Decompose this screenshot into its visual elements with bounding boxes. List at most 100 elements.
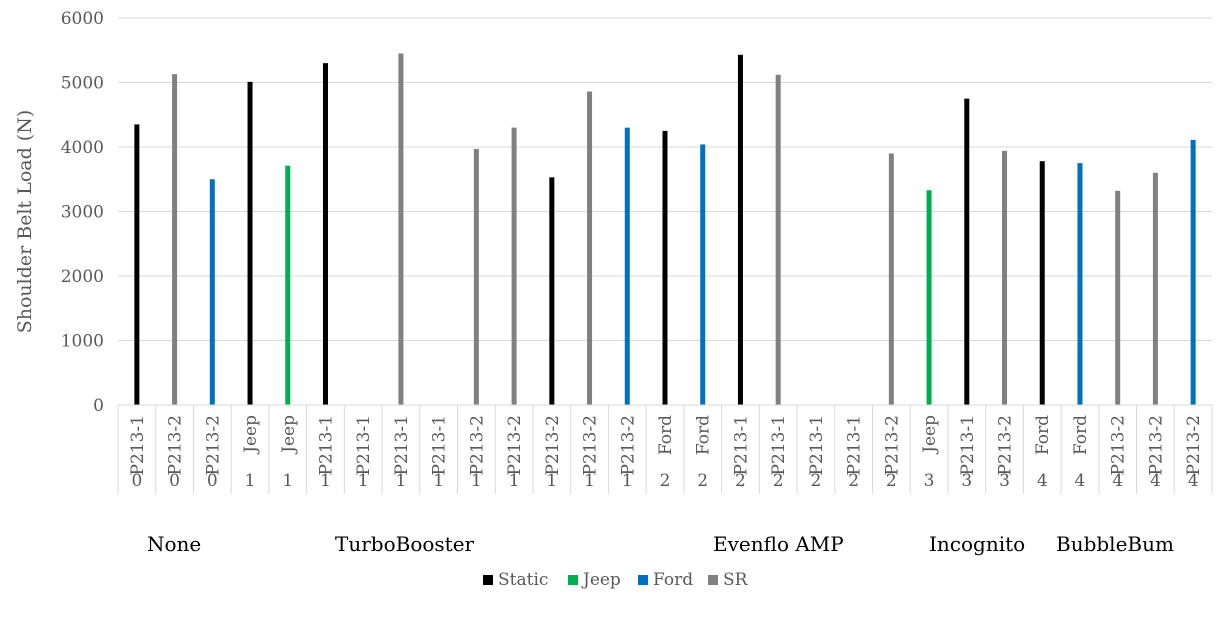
legend-label-static: Static xyxy=(498,570,548,590)
y-tick-label: 4000 xyxy=(61,138,104,158)
category-label: P213-1 xyxy=(430,415,450,475)
category-label: P213-2 xyxy=(882,415,902,475)
level-label: 1 xyxy=(433,471,444,491)
level-label: 1 xyxy=(509,471,520,491)
level-label: 3 xyxy=(999,471,1010,491)
y-tick-label: 1000 xyxy=(61,332,104,352)
category-label: P213-1 xyxy=(845,415,865,475)
category-label: P213-2 xyxy=(1184,415,1204,475)
category-label: P213-2 xyxy=(543,415,563,475)
bar-sr xyxy=(398,53,404,405)
category-label: Ford xyxy=(1033,415,1053,455)
bar-sr xyxy=(775,74,781,405)
y-tick-label: 2000 xyxy=(61,267,104,287)
group-label: TurboBooster xyxy=(335,532,475,556)
category-label: P213-1 xyxy=(354,415,374,475)
category-label: P213-2 xyxy=(1146,415,1166,475)
level-label: 2 xyxy=(848,471,859,491)
bar-jeep xyxy=(285,165,291,405)
y-tick-label: 0 xyxy=(93,396,104,416)
legend-label-sr: SR xyxy=(723,570,749,590)
category-label: P213-2 xyxy=(505,415,525,475)
category-label: P213-1 xyxy=(392,415,412,475)
y-tick-label: 5000 xyxy=(61,74,104,94)
legend-swatch-sr xyxy=(708,575,718,585)
level-label: 2 xyxy=(886,471,897,491)
y-axis-title: Shoulder Belt Load (N) xyxy=(14,110,36,334)
level-label: 1 xyxy=(622,471,633,491)
bar-ford xyxy=(624,127,630,406)
category-labels: P213-1 P213-2 P213-2 Jeep Jeep P213-1 P213-1 P2… xyxy=(128,415,1204,476)
level-label: 1 xyxy=(245,471,256,491)
category-label: P213-1 xyxy=(807,415,827,475)
level-label: 0 xyxy=(169,471,180,491)
level-label: 3 xyxy=(961,471,972,491)
category-label: Ford xyxy=(1071,415,1091,455)
category-label: P213-2 xyxy=(166,415,186,475)
legend: Static Jeep Ford SR xyxy=(483,570,749,590)
bars xyxy=(134,53,1196,406)
category-label: Jeep xyxy=(920,415,940,455)
level-label: 4 xyxy=(1150,471,1161,491)
legend-swatch-static xyxy=(483,575,493,585)
level-label: 2 xyxy=(773,471,784,491)
category-label: P213-1 xyxy=(731,415,751,475)
category-label: P213-1 xyxy=(316,415,336,475)
category-label: P213-2 xyxy=(618,415,638,475)
legend-label-jeep: Jeep xyxy=(581,570,621,590)
group-labels: None TurboBooster Evenflo AMP Incognito Bubb… xyxy=(147,532,1174,556)
category-label: P213-1 xyxy=(958,415,978,475)
level-label: 3 xyxy=(924,471,935,491)
y-tick-label: 3000 xyxy=(61,203,104,223)
bar-sr xyxy=(511,127,517,406)
bar-static xyxy=(247,81,253,405)
level-label: 2 xyxy=(810,471,821,491)
bar-sr xyxy=(587,91,593,405)
bar-static xyxy=(134,124,140,406)
category-label: P213-2 xyxy=(996,415,1016,475)
category-label: Ford xyxy=(656,415,676,455)
category-label: Jeep xyxy=(279,415,299,455)
level-label: 1 xyxy=(471,471,482,491)
level-label: 2 xyxy=(697,471,708,491)
level-label: 4 xyxy=(1188,471,1199,491)
bar-ford xyxy=(700,144,706,406)
bar-static xyxy=(322,63,328,406)
bar-sr xyxy=(888,153,894,405)
bar-jeep xyxy=(926,190,932,405)
y-tick-labels: 0 1000 2000 3000 4000 5000 6000 xyxy=(61,9,104,416)
level-label: 4 xyxy=(1112,471,1123,491)
category-label: P213-2 xyxy=(467,415,487,475)
group-label: Evenflo AMP xyxy=(713,532,844,556)
bar-sr xyxy=(172,74,178,406)
bar-ford xyxy=(1077,163,1083,405)
bar-sr xyxy=(473,148,479,405)
category-label: P213-1 xyxy=(769,415,789,475)
y-tick-label: 6000 xyxy=(61,9,104,29)
level-label: 1 xyxy=(320,471,331,491)
bar-static xyxy=(1039,161,1045,405)
category-label: P213-1 xyxy=(128,415,148,475)
level-label: 0 xyxy=(131,471,142,491)
group-label: BubbleBum xyxy=(1056,532,1174,556)
bar-static xyxy=(662,130,668,405)
category-label: P213-2 xyxy=(203,415,223,475)
level-label: 1 xyxy=(584,471,595,491)
level-label: 1 xyxy=(396,471,407,491)
level-label: 2 xyxy=(660,471,671,491)
axes xyxy=(117,404,1213,494)
group-label: Incognito xyxy=(929,532,1025,556)
level-label: 2 xyxy=(735,471,746,491)
category-label: P213-2 xyxy=(581,415,601,475)
level-label: 1 xyxy=(546,471,557,491)
legend-swatch-ford xyxy=(638,575,648,585)
level-label: 4 xyxy=(1075,471,1086,491)
bar-static xyxy=(549,177,555,405)
legend-swatch-jeep xyxy=(568,575,578,585)
bar-static xyxy=(964,98,970,405)
category-label: Jeep xyxy=(241,415,261,455)
bar-ford xyxy=(1190,139,1196,405)
bar-ford xyxy=(209,179,215,405)
category-label: Ford xyxy=(694,415,714,455)
